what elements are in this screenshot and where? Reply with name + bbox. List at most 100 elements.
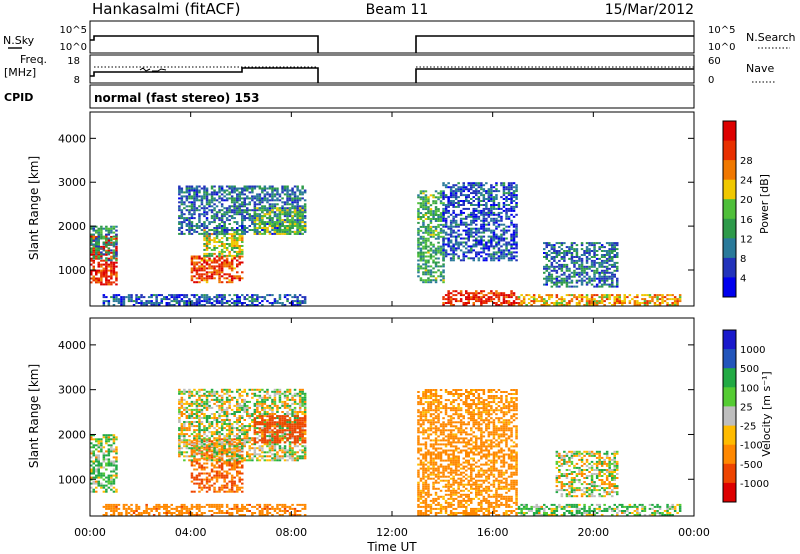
power-cell xyxy=(532,294,536,297)
power-colorbar-frame xyxy=(722,120,737,298)
power-cell xyxy=(477,196,481,199)
power-cell xyxy=(520,302,523,304)
power-cell xyxy=(263,213,267,216)
power-cell xyxy=(271,193,274,196)
power-cell xyxy=(213,229,216,232)
power-cell xyxy=(296,215,299,218)
power-cell xyxy=(595,283,599,286)
velocity-cell xyxy=(90,446,93,449)
power-cell xyxy=(105,267,108,270)
power-cell xyxy=(210,277,214,280)
velocity-cell xyxy=(198,510,201,512)
power-cell xyxy=(442,253,445,256)
velocity-cell xyxy=(283,503,287,506)
power-cell xyxy=(472,196,475,199)
power-cell xyxy=(588,300,591,303)
power-cell xyxy=(452,184,455,187)
power-cell xyxy=(482,198,486,200)
power-cell xyxy=(512,182,516,185)
velocity-cell xyxy=(238,510,241,512)
power-cell xyxy=(140,304,143,306)
power-cell xyxy=(545,281,548,284)
power-cell xyxy=(283,227,287,229)
power-cell xyxy=(178,304,181,306)
power-cell xyxy=(281,232,284,235)
power-cell xyxy=(495,227,498,230)
power-cell xyxy=(477,202,481,204)
power-cell xyxy=(225,237,229,240)
power-cell xyxy=(218,185,221,188)
power-cell xyxy=(613,254,616,256)
power-cell xyxy=(487,245,491,248)
power-cell xyxy=(459,290,463,293)
velocity-cell xyxy=(213,437,216,440)
velocity-cell xyxy=(303,514,307,516)
power-cell xyxy=(256,207,259,210)
power-cell xyxy=(102,273,106,276)
velocity-cell xyxy=(200,435,204,438)
power-cell xyxy=(107,251,111,254)
power-cell xyxy=(303,191,307,194)
power-cell xyxy=(173,296,176,299)
power-cell xyxy=(454,205,458,208)
power-cell xyxy=(228,237,231,240)
power-cell xyxy=(253,213,257,216)
power-cell xyxy=(465,215,468,218)
power-cell xyxy=(497,190,501,193)
power-cell xyxy=(293,201,297,204)
power-cell xyxy=(155,304,158,306)
power-cell xyxy=(241,189,244,192)
velocity-cell xyxy=(241,514,244,516)
power-cell xyxy=(110,275,113,278)
power-cell xyxy=(605,250,609,252)
velocity-cell xyxy=(210,449,214,452)
power-cell xyxy=(485,207,488,210)
power-cell xyxy=(283,187,287,190)
power-cell xyxy=(545,294,548,297)
power-cell xyxy=(193,207,196,210)
power-cell xyxy=(233,191,236,194)
power-cell xyxy=(563,263,566,266)
power-cell xyxy=(102,283,106,286)
power-cell xyxy=(434,249,438,252)
velocity-cell xyxy=(203,452,206,455)
power-cell xyxy=(434,257,438,260)
velocity-cell xyxy=(180,447,184,450)
power-cell xyxy=(580,298,584,301)
power-cell xyxy=(492,223,496,226)
power-cell xyxy=(218,233,221,236)
power-cell xyxy=(90,251,93,254)
power-cell xyxy=(180,227,184,229)
power-cell xyxy=(213,207,216,210)
power-cell xyxy=(477,251,481,254)
velocity-cell xyxy=(180,406,184,409)
power-cell xyxy=(271,219,274,222)
power-cell xyxy=(276,302,279,304)
velocity-cell xyxy=(205,400,209,403)
velocity-cell xyxy=(200,478,204,481)
power-cell xyxy=(462,259,465,262)
power-cell xyxy=(548,259,551,262)
power-cell xyxy=(208,209,211,212)
velocity-cell xyxy=(200,408,204,411)
velocity-cell xyxy=(110,470,113,473)
power-cell xyxy=(452,211,455,214)
power-cell xyxy=(105,241,108,244)
power-cell xyxy=(115,275,118,278)
power-cell xyxy=(188,229,191,231)
power-cell xyxy=(283,219,287,222)
velocity-cell xyxy=(236,484,239,487)
power-cell xyxy=(218,201,221,204)
velocity-cell xyxy=(228,472,231,475)
velocity-cell xyxy=(238,486,241,489)
power-cell xyxy=(668,294,672,297)
power-cell xyxy=(480,241,483,244)
power-cell xyxy=(200,269,204,272)
velocity-cell xyxy=(223,452,226,455)
power-cell xyxy=(482,294,486,297)
power-cell xyxy=(575,273,579,276)
power-cell xyxy=(102,253,106,256)
velocity-cell xyxy=(205,450,209,453)
power-cell xyxy=(608,256,611,258)
power-cell xyxy=(495,292,498,295)
